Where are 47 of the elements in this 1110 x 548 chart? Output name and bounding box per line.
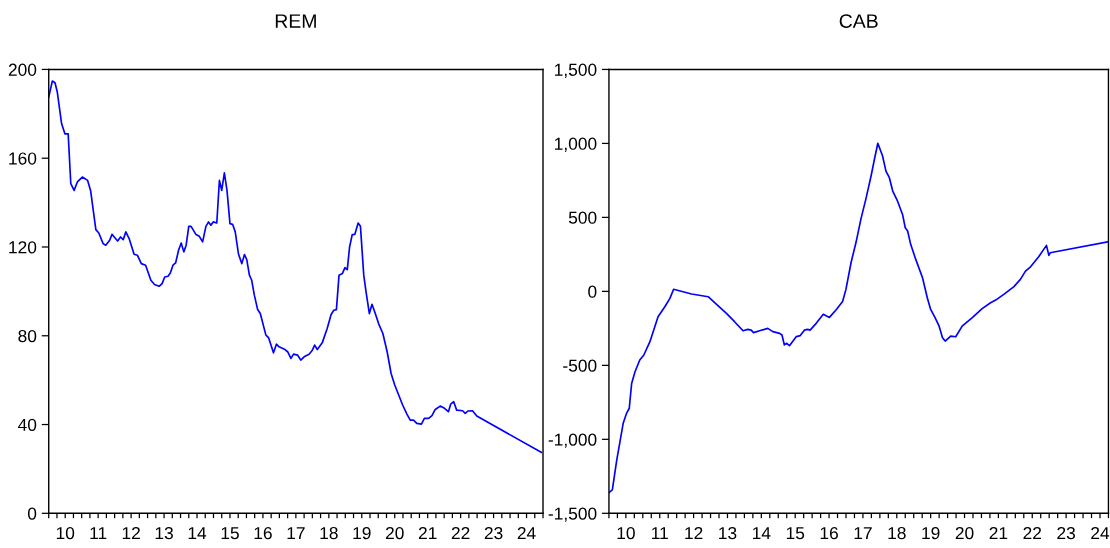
x-tick-label: 14 — [753, 527, 771, 540]
y-tick-label: 0 — [27, 507, 37, 520]
x-tick-label: 20 — [955, 526, 974, 540]
x-tick-label: 18 — [888, 526, 906, 540]
x-tick-label: 21 — [989, 526, 1008, 540]
x-tick-label: 18 — [320, 526, 338, 540]
x-tick-label: 22 — [451, 526, 470, 540]
x-tick-label: 15 — [786, 527, 805, 540]
x-tick-label: 19 — [353, 526, 371, 540]
y-tick-label: -500 — [563, 359, 597, 372]
x-tick-label: 24 — [1091, 526, 1110, 540]
x-tick-label: 17 — [854, 527, 872, 540]
x-tick-label: 11 — [652, 527, 668, 540]
x-tick-label: 12 — [685, 526, 703, 540]
x-tick-label: 12 — [122, 526, 140, 540]
y-tick-label: 200 — [8, 63, 37, 76]
chart-title: CAB — [839, 14, 878, 28]
x-tick-label: 16 — [820, 526, 838, 540]
y-tick-label: 80 — [18, 329, 37, 343]
x-tick-label: 15 — [221, 527, 239, 540]
x-tick-label: 24 — [517, 526, 536, 540]
x-tick-label: 17 — [287, 527, 305, 540]
x-tick-label: 10 — [56, 526, 75, 540]
x-tick-label: 10 — [617, 526, 635, 540]
y-tick-label: -1,000 — [548, 433, 597, 448]
x-tick-label: 19 — [922, 526, 940, 540]
x-tick-label: 11 — [90, 527, 107, 540]
y-tick-label: 1,000 — [555, 137, 597, 152]
y-tick-label: 120 — [9, 241, 37, 254]
y-tick-label: -1,500 — [548, 507, 597, 522]
x-tick-label: 16 — [254, 526, 272, 540]
x-tick-label: 13 — [155, 526, 173, 540]
x-tick-label: 13 — [719, 526, 737, 540]
y-tick-label: 40 — [18, 418, 37, 431]
x-tick-label: 23 — [1057, 526, 1076, 540]
x-tick-label: 14 — [188, 527, 207, 540]
x-tick-label: 22 — [1023, 526, 1042, 540]
chart-title: REM — [275, 14, 316, 28]
y-tick-label: 160 — [9, 152, 37, 165]
x-tick-label: 23 — [484, 526, 503, 540]
x-tick-label: 21 — [418, 526, 437, 540]
y-tick-label: 0 — [588, 285, 597, 298]
line-series — [48, 80, 543, 454]
line-series — [608, 142, 1109, 494]
y-tick-label: 1,500 — [555, 63, 597, 78]
x-tick-label: 20 — [385, 526, 404, 540]
y-tick-label: 500 — [568, 211, 597, 224]
